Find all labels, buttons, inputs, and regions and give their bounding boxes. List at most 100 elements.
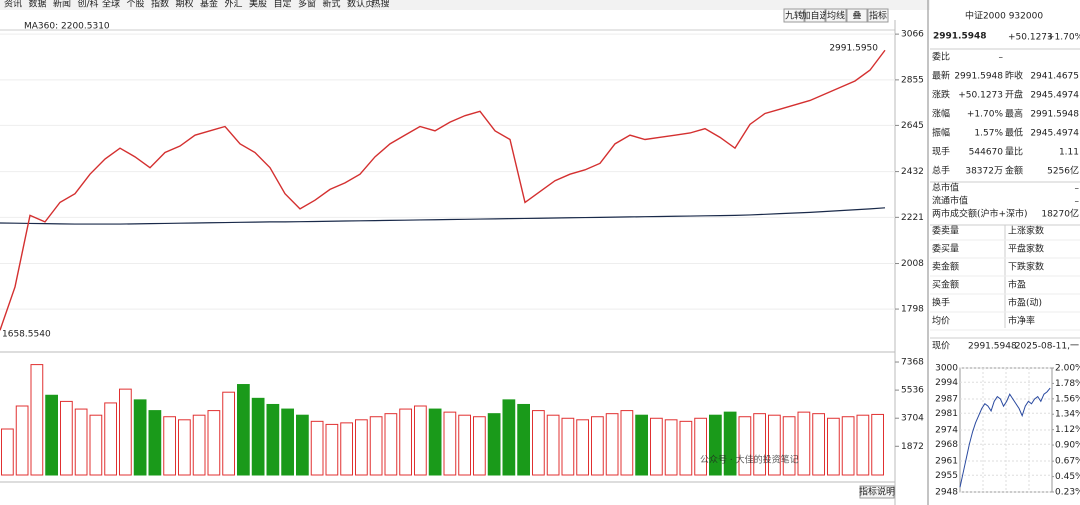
tool-button[interactable] <box>783 8 805 23</box>
toolbar-tab[interactable]: 新闻 <box>53 0 71 10</box>
quote-change: +50.1273 <box>1008 33 1053 43</box>
y2-tick-label: 1.12% <box>1055 425 1080 435</box>
row-label: 开盘 <box>1005 89 1023 101</box>
toolbar-bg <box>0 0 930 10</box>
row-value: +1.70% <box>967 110 1004 120</box>
y-tick-label: 2974 <box>935 426 958 436</box>
volume-bar <box>251 397 265 476</box>
volume-bar <box>355 419 368 476</box>
toolbar-tab[interactable]: 新式 <box>323 0 341 10</box>
row-value: +50.1273 <box>958 91 1003 101</box>
volume-bar <box>60 400 73 476</box>
volume-bar <box>620 410 634 476</box>
row-value: – <box>999 53 1004 63</box>
row-value: 1.11 <box>1059 148 1079 158</box>
volume-bar <box>635 414 648 476</box>
y-tick-label: 2981 <box>935 409 958 419</box>
ma-label: MA360: 2200.5310 <box>24 22 110 32</box>
volume-bar <box>605 413 619 476</box>
volume-bar <box>192 414 206 476</box>
tool-button[interactable] <box>867 8 889 23</box>
volume-bar <box>369 416 383 476</box>
volume-bar <box>532 410 545 476</box>
row-label: 金额 <box>1005 165 1023 177</box>
volume-bar <box>709 414 722 476</box>
toolbar-tab[interactable]: 美股 <box>249 0 267 10</box>
row-value: 544670 <box>969 148 1004 158</box>
volume-bar <box>679 420 693 476</box>
volume-bar <box>148 410 162 476</box>
volume-bar <box>782 416 796 476</box>
volume-bar <box>443 411 457 476</box>
y2-tick-label: 0.90% <box>1055 441 1080 451</box>
toolbar-tab[interactable]: 自定 <box>274 0 292 10</box>
volume-bar <box>296 414 309 476</box>
market-value: – <box>1075 197 1080 207</box>
y2-tick-label: 2.00% <box>1055 364 1080 374</box>
market-value: 18270亿 <box>1041 208 1079 220</box>
volume-bar <box>178 419 191 476</box>
quote-name: 中证2000 932000 <box>965 10 1043 22</box>
tool-label: 均线 <box>827 10 845 22</box>
low-annotation: 1658.5540 <box>2 330 51 340</box>
toolbar-tab[interactable]: 指数 <box>151 0 169 10</box>
row-label: 振幅 <box>932 127 950 139</box>
y2-tick-label: 0.45% <box>1055 472 1080 482</box>
volume-bar <box>384 413 398 476</box>
grid-label: 卖金额 <box>932 261 959 273</box>
row-label: 总手 <box>932 165 950 177</box>
volume-bar <box>104 402 117 476</box>
row-label: 现手 <box>932 146 950 158</box>
row-value: 38372万 <box>965 167 1003 177</box>
row-label: 最低 <box>1005 127 1023 139</box>
tool-label: 加自选 <box>801 10 828 22</box>
tool-button[interactable] <box>846 8 868 23</box>
tool-label: 九转 <box>785 10 803 22</box>
indicator-button[interactable] <box>859 485 895 499</box>
y-tick-label: 2645 <box>901 121 924 131</box>
y-tick-label: 2994 <box>935 378 958 388</box>
volume-bar <box>119 388 132 476</box>
toolbar-tab[interactable]: 期权 <box>176 0 194 10</box>
market-value: – <box>1075 184 1080 194</box>
intraday-date: 2025-08-11,一 <box>1015 342 1079 352</box>
volume-bar <box>30 364 44 476</box>
toolbar-tab[interactable]: 基金 <box>200 0 218 10</box>
volume-bar <box>576 419 589 476</box>
intraday-label: 现价 <box>932 341 950 352</box>
y-tick-label: 2955 <box>935 471 958 481</box>
volume-bar <box>502 399 516 476</box>
volume-bar <box>163 416 176 476</box>
volume-bar <box>281 408 294 476</box>
toolbar-tab[interactable]: 数据 <box>29 0 47 10</box>
volume-bar <box>841 416 855 476</box>
volume-bar <box>546 414 560 476</box>
market-label: 流通市值 <box>932 195 968 207</box>
toolbar-tab[interactable]: 全球 <box>102 0 120 10</box>
tool-label: 叠 <box>852 11 861 22</box>
volume-bar <box>74 408 88 476</box>
volume-bar <box>325 423 339 476</box>
row-label: 昨收 <box>1005 70 1023 82</box>
tool-button[interactable] <box>825 8 847 23</box>
volume-bar <box>650 417 663 476</box>
grid-label: 市净率 <box>1008 315 1035 327</box>
tool-button[interactable] <box>804 8 826 23</box>
intraday-line <box>959 387 1051 488</box>
toolbar-tab[interactable]: 创/科 <box>78 0 99 10</box>
y-tick-label: 1872 <box>901 442 924 452</box>
toolbar-tab[interactable]: 外汇 <box>225 0 243 10</box>
grid-label: 换手 <box>932 297 950 309</box>
toolbar-tab[interactable]: 热搜 <box>372 0 390 10</box>
y-tick-label: 2432 <box>901 167 924 177</box>
toolbar-tab[interactable]: 数认页 <box>347 0 374 10</box>
toolbar-tab[interactable]: 多窗 <box>298 0 316 10</box>
toolbar-tab[interactable]: 资讯 <box>4 0 22 10</box>
volume-bar <box>664 419 678 476</box>
tool-label: 指标 <box>869 10 887 22</box>
toolbar-tab[interactable]: 个股 <box>127 0 145 10</box>
volume-bar <box>473 416 486 476</box>
volume-bar <box>487 413 501 476</box>
volume-bar <box>812 413 825 476</box>
